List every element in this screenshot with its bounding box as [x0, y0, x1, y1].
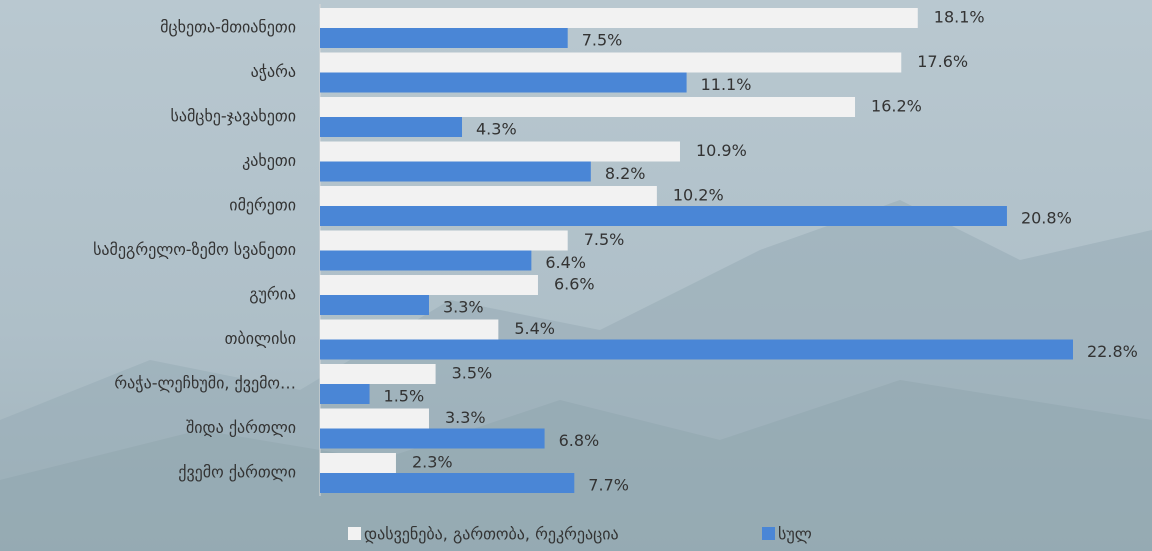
- value-label: 1.5%: [384, 387, 425, 406]
- bar: [320, 142, 680, 162]
- value-label: 4.3%: [476, 120, 517, 139]
- value-label: 3.3%: [443, 298, 484, 317]
- chart: მცხეთა-მთიანეთი 18.1% 7.5% აჭარა 17.6% 11.1% ს…: [0, 0, 1152, 551]
- value-label: 10.2%: [673, 186, 724, 205]
- bar: [320, 53, 901, 73]
- y-tick-label: გურია: [249, 285, 296, 304]
- bar: [320, 473, 574, 493]
- value-label: 18.1%: [934, 8, 985, 27]
- bar: [320, 429, 545, 449]
- y-tick-label: სამცხე-ჯავახეთი: [170, 107, 296, 126]
- y-tick-label: იმერეთი: [229, 196, 296, 215]
- value-label: 11.1%: [701, 75, 752, 94]
- bar: [320, 28, 568, 48]
- y-tick-label: ქვემო ქართლი: [178, 463, 296, 482]
- y-tick-label: სამეგრელო-ზემო სვანეთი: [93, 240, 296, 259]
- bar: [320, 320, 498, 340]
- value-label: 16.2%: [871, 97, 922, 116]
- value-label: 22.8%: [1087, 342, 1138, 361]
- bar: [320, 364, 436, 384]
- bar: [320, 206, 1007, 226]
- bar: [320, 73, 687, 93]
- bar: [320, 340, 1073, 360]
- y-tick-label: რაჭა-ლეჩხუმი, ქვემო…: [114, 374, 296, 393]
- bar: [320, 275, 538, 295]
- legend-label: სულ: [778, 525, 812, 544]
- value-label: 7.5%: [584, 230, 625, 249]
- legend-label: დასვენება, გართობა, რეკრეაცია: [364, 525, 619, 544]
- legend-swatch: [762, 527, 775, 540]
- bar: [320, 231, 568, 251]
- y-tick-label: კახეთი: [242, 151, 296, 170]
- value-label: 20.8%: [1021, 209, 1072, 228]
- bar: [320, 453, 396, 473]
- bar: [320, 97, 855, 117]
- value-label: 8.2%: [605, 164, 646, 183]
- bar: [320, 8, 918, 28]
- value-label: 7.7%: [588, 476, 629, 495]
- value-label: 2.3%: [412, 453, 453, 472]
- value-label: 3.5%: [452, 364, 493, 383]
- value-label: 10.9%: [696, 141, 747, 160]
- bar: [320, 162, 591, 182]
- legend-swatch: [348, 527, 361, 540]
- bar: [320, 186, 657, 206]
- y-tick-label: თბილისი: [225, 329, 296, 348]
- value-label: 7.5%: [582, 31, 623, 50]
- bar: [320, 117, 462, 137]
- y-tick-label: შიდა ქართლი: [186, 418, 296, 437]
- y-tick-label: აჭარა: [251, 62, 296, 81]
- value-label: 5.4%: [514, 319, 555, 338]
- y-tick-label: მცხეთა-მთიანეთი: [160, 18, 296, 37]
- bar: [320, 409, 429, 429]
- bar: [320, 295, 429, 315]
- value-label: 6.6%: [554, 275, 595, 294]
- value-label: 6.4%: [545, 253, 586, 272]
- bar: [320, 384, 370, 404]
- value-label: 17.6%: [917, 52, 968, 71]
- bar: [320, 251, 531, 271]
- value-label: 3.3%: [445, 408, 486, 427]
- value-label: 6.8%: [559, 431, 600, 450]
